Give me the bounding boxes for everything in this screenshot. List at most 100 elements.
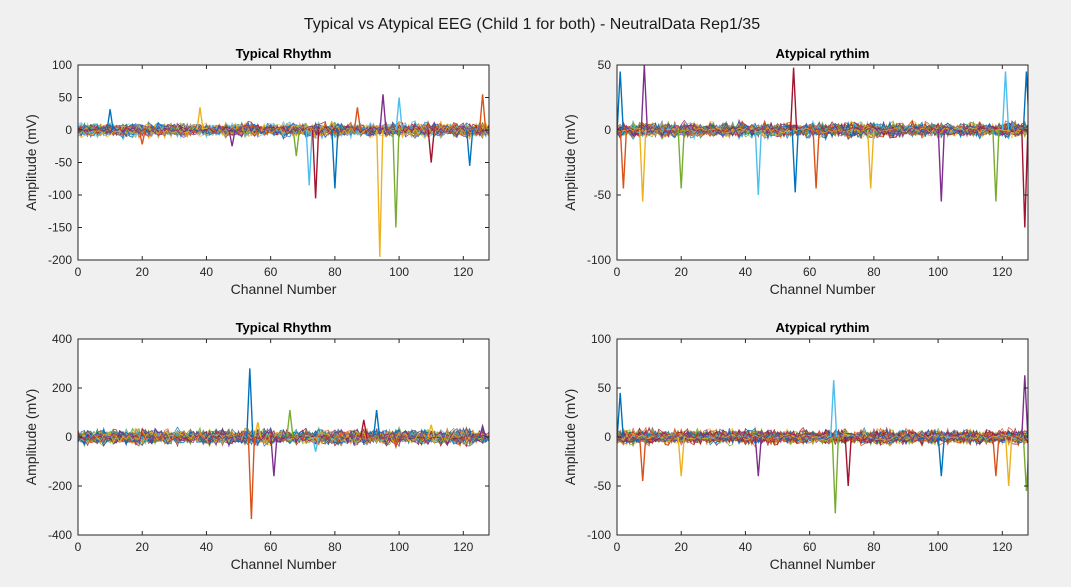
subplot-title: Atypical rythim	[776, 46, 870, 61]
spike-mark	[677, 129, 685, 189]
y-axis-label: Amplitude (mV)	[23, 114, 39, 210]
y-tick-label: 0	[65, 430, 72, 444]
plot-area	[617, 65, 1028, 260]
spike-mark	[867, 129, 875, 189]
figure-title: Typical vs Atypical EEG (Child 1 for bot…	[304, 16, 760, 33]
plot-area	[78, 65, 489, 260]
y-tick-label: -50	[594, 479, 612, 493]
spike-mark	[331, 129, 339, 189]
y-tick-label: 0	[65, 123, 72, 137]
spike-mark	[427, 129, 435, 163]
spike-mark	[754, 129, 762, 196]
x-tick-label: 120	[992, 540, 1012, 554]
y-tick-label: -50	[55, 156, 73, 170]
x-tick-label: 100	[389, 265, 409, 279]
y-tick-label: -400	[48, 528, 72, 542]
spike-mark	[379, 94, 387, 131]
spike-mark	[254, 422, 262, 438]
x-tick-label: 60	[803, 540, 817, 554]
x-tick-label: 20	[675, 540, 689, 554]
y-tick-label: -100	[587, 253, 611, 267]
y-tick-label: 0	[604, 123, 611, 137]
x-tick-label: 80	[328, 540, 342, 554]
subplot-title: Atypical rythim	[776, 320, 870, 335]
spike-mark	[1022, 436, 1028, 491]
spike-mark	[640, 65, 648, 131]
spike-mark	[1001, 71, 1010, 131]
x-tick-label: 60	[803, 265, 817, 279]
spike-mark	[395, 97, 403, 131]
subplot-2: 0 20 40 60 80 100 120 -100 -50 0 50 Atypical rythim…	[562, 46, 1029, 297]
spike-mark	[617, 71, 624, 131]
subplot-4: 0 20 40 60 80 100 120 -100 -50 0 50 100 Atypical ryt…	[562, 320, 1029, 572]
spike-mark	[844, 436, 852, 487]
x-tick-label: 0	[75, 540, 82, 554]
x-tick-label: 120	[453, 265, 473, 279]
spike-mark	[196, 107, 204, 131]
spike-mark	[247, 436, 256, 520]
subplot-3: 0 20 40 60 80 100 120 -400 -200 0 200 400 Typical Rh…	[23, 320, 490, 572]
spike-mark	[360, 419, 368, 438]
x-tick-label: 100	[389, 540, 409, 554]
spike-mark	[228, 129, 236, 147]
x-tick-label: 40	[739, 265, 753, 279]
spike-mark	[617, 392, 624, 438]
spike-mark	[392, 129, 400, 228]
eeg-traces	[617, 426, 1028, 448]
subplot-1: 0 20 40 60 80 100 120 -200 -150 -100 -50 0 50 100 Typi…	[23, 46, 490, 297]
spike-mark	[992, 436, 1000, 477]
y-tick-label: 50	[59, 91, 73, 105]
x-tick-label: 0	[614, 540, 621, 554]
x-tick-label: 120	[453, 540, 473, 554]
x-tick-label: 40	[739, 540, 753, 554]
spike-mark	[937, 129, 945, 202]
y-tick-label: 0	[604, 430, 611, 444]
spike-mark	[1021, 129, 1028, 228]
eeg-traces	[78, 425, 489, 448]
y-tick-label: -150	[48, 221, 72, 235]
spike-mark	[286, 410, 294, 438]
x-tick-label: 80	[867, 265, 881, 279]
spike-mark	[466, 129, 474, 166]
spike-mark	[138, 129, 146, 145]
x-tick-label: 60	[264, 265, 278, 279]
spike-mark	[1005, 436, 1013, 487]
y-tick-label: 50	[598, 58, 612, 72]
spike-mark	[106, 109, 114, 131]
y-tick-label: -200	[48, 479, 72, 493]
x-tick-label: 60	[264, 540, 278, 554]
x-tick-label: 120	[992, 265, 1012, 279]
x-axis-label: Channel Number	[770, 281, 876, 297]
spike-mark	[353, 107, 362, 131]
y-axis-label: Amplitude (mV)	[562, 389, 578, 485]
eeg-traces	[617, 118, 1028, 142]
spike-mark	[791, 129, 799, 193]
spike-mark	[376, 129, 384, 257]
x-tick-label: 80	[328, 265, 342, 279]
eeg-traces	[78, 119, 489, 141]
spike-mark	[292, 129, 300, 157]
spike-mark	[311, 129, 320, 199]
spike-mark	[1021, 375, 1028, 438]
x-tick-label: 80	[867, 540, 881, 554]
y-tick-label: -100	[48, 188, 72, 202]
x-tick-label: 20	[675, 265, 689, 279]
x-tick-label: 0	[75, 265, 82, 279]
x-tick-label: 0	[614, 265, 621, 279]
spike-mark	[619, 129, 628, 189]
y-tick-label: 100	[591, 332, 611, 346]
spike-mark	[372, 410, 381, 438]
x-axis-label: Channel Number	[770, 556, 876, 572]
spike-mark	[639, 436, 647, 482]
spike-mark	[937, 436, 945, 477]
spike-mark	[478, 94, 487, 131]
subplot-grid: 0 20 40 60 80 100 120 -200 -150 -100 -50 0 50 100 Typi…	[23, 46, 1029, 572]
x-axis-label: Channel Number	[231, 556, 337, 572]
spike-mark	[305, 129, 313, 186]
y-tick-label: 200	[52, 381, 72, 395]
spike-mark	[427, 424, 435, 438]
subplot-title: Typical Rhythm	[236, 46, 332, 61]
spike-mark	[677, 436, 685, 477]
spike-mark	[830, 380, 838, 438]
